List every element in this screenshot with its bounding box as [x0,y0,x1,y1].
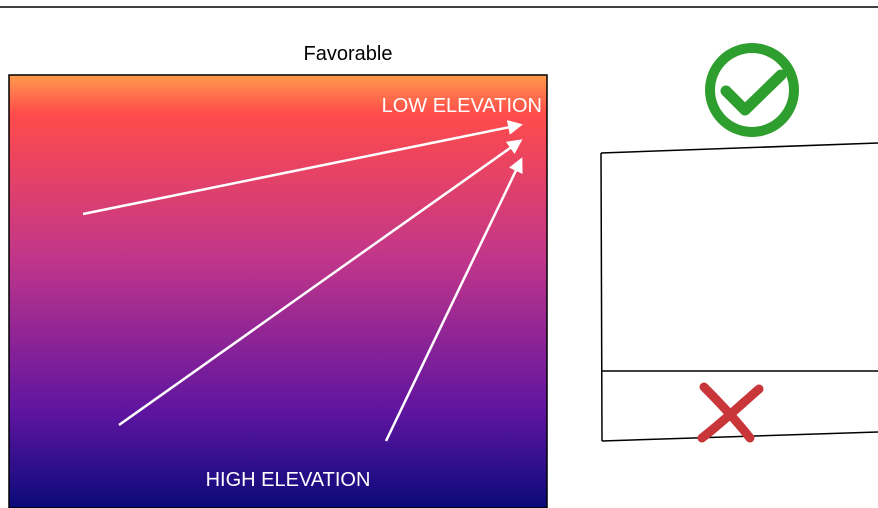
high-elevation-label: HIGH ELEVATION [206,469,371,491]
arrow-diagonal [118,139,523,427]
elevation-gradient-panel [8,74,548,508]
low-elevation-label: LOW ELEVATION [382,95,542,117]
arrow-steep [384,157,523,442]
perspective-frame [600,142,878,442]
arrow-shallow [82,120,523,216]
cross-icon [697,382,764,443]
panel-title: Favorable [304,43,393,65]
check-circle-icon [705,43,799,137]
